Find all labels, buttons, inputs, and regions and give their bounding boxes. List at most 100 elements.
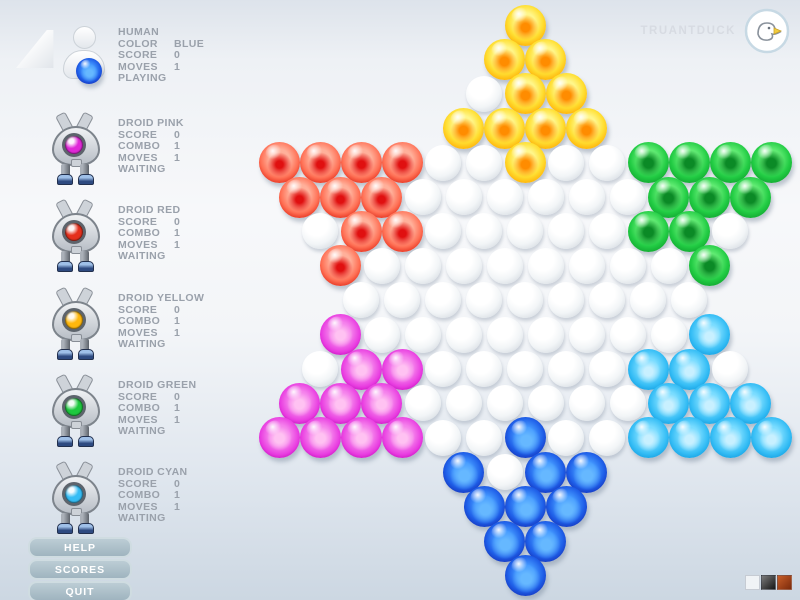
board-hole[interactable] (507, 282, 543, 319)
board-hole[interactable] (363, 247, 400, 284)
board-hole[interactable] (568, 179, 605, 215)
board-hole[interactable] (589, 144, 625, 181)
board-hole[interactable] (404, 247, 441, 284)
swatch-dark[interactable] (761, 575, 776, 590)
board-hole[interactable] (486, 247, 523, 284)
marble-blue[interactable] (484, 520, 525, 562)
marble-red[interactable] (381, 142, 423, 184)
marble-green[interactable] (689, 176, 730, 218)
marble-yellow[interactable] (566, 107, 607, 149)
board-hole[interactable] (527, 385, 564, 422)
marble-green[interactable] (730, 176, 771, 218)
board-hole[interactable] (609, 179, 646, 215)
marble-yellow[interactable] (504, 4, 546, 46)
board-hole[interactable] (486, 316, 523, 353)
board-hole[interactable] (466, 282, 502, 319)
swatch-white[interactable] (745, 575, 760, 590)
marble-yellow[interactable] (504, 142, 546, 184)
marble-red[interactable] (320, 245, 361, 287)
board-hole[interactable] (650, 247, 687, 284)
board-hole[interactable] (527, 316, 564, 353)
marble-cyan[interactable] (668, 348, 710, 390)
marble-red[interactable] (340, 210, 382, 252)
board-hole[interactable] (507, 351, 543, 387)
board-hole[interactable] (445, 316, 482, 353)
help-button[interactable]: HELP (28, 537, 132, 558)
marble-yellow[interactable] (545, 73, 587, 115)
board-hole[interactable] (712, 213, 748, 250)
marble-cyan[interactable] (709, 417, 751, 459)
marble-red[interactable] (279, 176, 320, 218)
swatch-rust[interactable] (777, 575, 792, 590)
board-hole[interactable] (507, 213, 543, 250)
board-hole[interactable] (486, 179, 523, 215)
board-hole[interactable] (343, 282, 379, 319)
marble-red[interactable] (340, 142, 382, 184)
marble-cyan[interactable] (668, 417, 710, 459)
marble-pink[interactable] (299, 417, 341, 459)
board-hole[interactable] (568, 247, 605, 284)
marble-red[interactable] (299, 142, 341, 184)
marble-blue[interactable] (504, 486, 546, 528)
board-hole[interactable] (630, 282, 666, 319)
quit-button[interactable]: QUIT (28, 581, 132, 600)
board-hole[interactable] (445, 179, 482, 215)
board-hole[interactable] (425, 351, 461, 387)
board-hole[interactable] (568, 316, 605, 353)
board-hole[interactable] (425, 282, 461, 319)
marble-blue[interactable] (525, 451, 566, 493)
board-hole[interactable] (486, 454, 523, 491)
board-hole[interactable] (404, 316, 441, 353)
board-hole[interactable] (404, 385, 441, 422)
board-hole[interactable] (589, 213, 625, 250)
marble-green[interactable] (627, 142, 669, 184)
board-hole[interactable] (466, 213, 502, 250)
board-hole[interactable] (568, 385, 605, 422)
board-hole[interactable] (425, 144, 461, 181)
board-hole[interactable] (466, 351, 502, 387)
marble-green[interactable] (627, 210, 669, 252)
marble-blue[interactable] (504, 417, 546, 459)
board-hole[interactable] (609, 247, 646, 284)
marble-pink[interactable] (381, 417, 423, 459)
marble-pink[interactable] (340, 417, 382, 459)
board-hole[interactable] (671, 282, 707, 319)
board-hole[interactable] (466, 144, 502, 181)
board-hole[interactable] (548, 144, 584, 181)
marble-pink[interactable] (340, 348, 382, 390)
board-hole[interactable] (589, 351, 625, 387)
board-hole[interactable] (404, 179, 441, 215)
board-hole[interactable] (712, 351, 748, 387)
marble-red[interactable] (320, 176, 361, 218)
board-hole[interactable] (425, 419, 461, 456)
board-hole[interactable] (609, 316, 646, 353)
marble-green[interactable] (648, 176, 689, 218)
marble-blue[interactable] (545, 486, 587, 528)
marble-blue[interactable] (525, 520, 566, 562)
board-hole[interactable] (302, 351, 338, 387)
board-hole[interactable] (445, 385, 482, 422)
marble-red[interactable] (361, 176, 402, 218)
board-hole[interactable] (425, 213, 461, 250)
board-hole[interactable] (589, 282, 625, 319)
marble-blue[interactable] (443, 451, 484, 493)
marble-red[interactable] (258, 142, 300, 184)
marble-yellow[interactable] (504, 73, 546, 115)
marble-cyan[interactable] (627, 417, 669, 459)
board-hole[interactable] (589, 419, 625, 456)
board-hole[interactable] (466, 75, 502, 112)
marble-yellow[interactable] (525, 107, 566, 149)
board-hole[interactable] (548, 419, 584, 456)
marble-green[interactable] (689, 245, 730, 287)
marble-cyan[interactable] (750, 417, 792, 459)
marble-cyan[interactable] (627, 348, 669, 390)
marble-pink[interactable] (381, 348, 423, 390)
board-hole[interactable] (527, 247, 564, 284)
board-hole[interactable] (548, 351, 584, 387)
board-hole[interactable] (650, 316, 687, 353)
board-hole[interactable] (486, 385, 523, 422)
board-hole[interactable] (363, 316, 400, 353)
marble-green[interactable] (668, 142, 710, 184)
marble-blue[interactable] (463, 486, 505, 528)
board-hole[interactable] (548, 282, 584, 319)
